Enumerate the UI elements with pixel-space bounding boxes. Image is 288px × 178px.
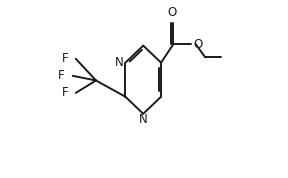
Text: N: N bbox=[139, 114, 148, 127]
Text: F: F bbox=[61, 52, 68, 65]
Text: N: N bbox=[115, 56, 124, 69]
Text: F: F bbox=[61, 86, 68, 99]
Text: O: O bbox=[167, 6, 177, 19]
Text: F: F bbox=[58, 69, 65, 82]
Text: O: O bbox=[193, 38, 202, 51]
